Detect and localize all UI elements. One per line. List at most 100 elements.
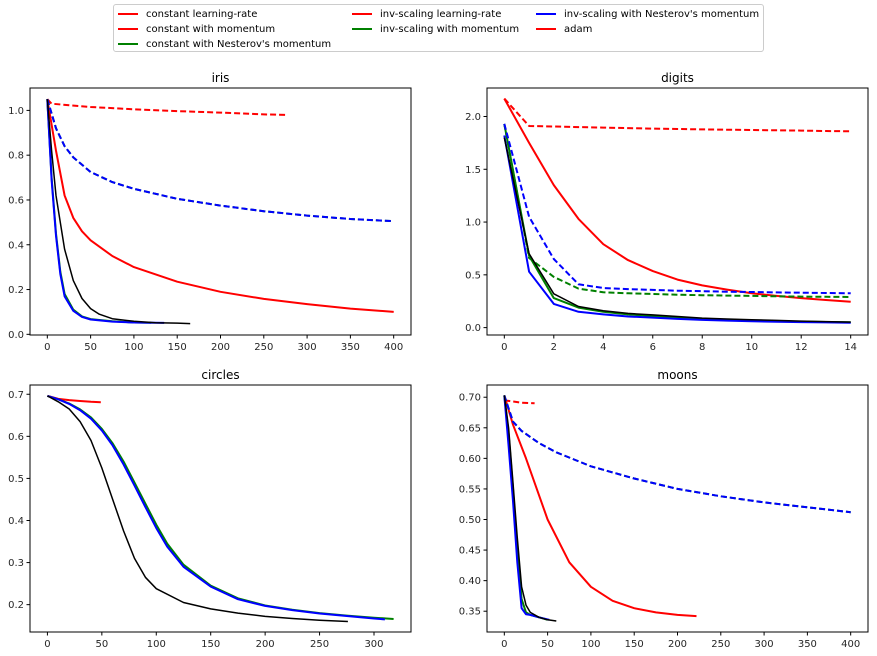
- x-tick-label: 250: [254, 342, 273, 353]
- y-tick-label: 0.2: [8, 285, 24, 296]
- subplot-iris: 0 50 100 150 200 250 300 350 400 0.0 0.2 0.4 0.6 0.8 1…: [8, 71, 412, 353]
- series-line-inv-scaling-learning-rate: [503, 97, 851, 133]
- legend-item: constant learning-rate: [118, 7, 257, 21]
- subplot-title: moons: [657, 368, 697, 382]
- legend-item: inv-scaling learning-rate: [352, 7, 501, 21]
- y-tick-label: 2.0: [465, 112, 481, 123]
- y-tick-label: 0.0: [465, 323, 481, 334]
- legend-label: adam: [564, 23, 593, 35]
- x-tick-label: 100: [124, 342, 143, 353]
- y-tick-label: 0.45: [459, 546, 481, 557]
- x-tick-label: 250: [711, 639, 730, 650]
- y-tick-label: 0.55: [459, 484, 481, 495]
- x-tick-label: 50: [541, 639, 554, 650]
- x-tick-label: 0: [44, 342, 50, 353]
- axes-frame: [29, 87, 412, 336]
- x-tick-label: 100: [581, 639, 600, 650]
- series-line-constant-with-momentum: [503, 395, 548, 621]
- x-tick-label: 350: [798, 639, 817, 650]
- x-tick-label: 100: [147, 639, 166, 650]
- series-line-constant-with-nesterov-s-momentum: [503, 135, 851, 324]
- x-tick-label: 150: [625, 639, 644, 650]
- series-line-constant-with-nesterov-s-momentum: [47, 394, 385, 621]
- x-tick-label: 6: [650, 342, 656, 353]
- x-tick-label: 10: [745, 342, 758, 353]
- subplot-circles: 0 50 100 150 200 250 300 0.2 0.3 0.4 0.5 0.6 0.7 circ…: [8, 368, 412, 650]
- series-line-adam: [46, 99, 191, 325]
- legend-swatch: [118, 28, 138, 30]
- y-tick-label: 0.6: [8, 195, 24, 206]
- x-tick-label: 0: [44, 639, 50, 650]
- x-tick-label: 400: [841, 639, 860, 650]
- x-tick-label: 350: [341, 342, 360, 353]
- x-tick-label: 200: [256, 639, 275, 650]
- subplot-title: iris: [212, 71, 230, 85]
- y-tick-label: 1.0: [8, 106, 24, 117]
- y-tick-label: 0.70: [459, 393, 481, 404]
- x-tick-label: 14: [844, 342, 857, 353]
- x-tick-label: 8: [699, 342, 705, 353]
- series-line-inv-scaling-with-momentum: [503, 395, 851, 514]
- series-group: [503, 97, 851, 324]
- x-tick-label: 0: [501, 639, 507, 650]
- x-tick-label: 400: [384, 342, 403, 353]
- series-line-adam: [503, 395, 557, 622]
- x-tick-label: 300: [755, 639, 774, 650]
- x-tick-label: 50: [95, 639, 108, 650]
- series-line-inv-scaling-with-nesterov-s-momentum: [503, 395, 851, 514]
- x-tick-label: 250: [310, 639, 329, 650]
- series-group: [46, 98, 394, 325]
- y-tick-label: 0.3: [8, 558, 24, 569]
- legend-label: inv-scaling with Nesterov's momentum: [564, 8, 760, 20]
- x-tick-label: 150: [168, 342, 187, 353]
- y-tick-label: 0.0: [8, 330, 24, 341]
- y-tick-label: 0.65: [459, 423, 481, 434]
- series-line-adam: [503, 137, 851, 323]
- legend-label: inv-scaling learning-rate: [380, 8, 502, 20]
- x-tick-label: 50: [84, 342, 97, 353]
- series-group: [503, 395, 851, 622]
- series-line-inv-scaling-with-nesterov-s-momentum: [46, 98, 394, 223]
- series-line-inv-scaling-with-momentum: [46, 98, 394, 223]
- legend-swatch: [352, 28, 372, 30]
- legend-item: inv-scaling with momentum: [352, 22, 519, 36]
- y-tick-label: 0.5: [8, 474, 24, 485]
- legend-swatch: [118, 43, 138, 45]
- series-group: [47, 394, 394, 623]
- subplot-title: circles: [201, 368, 239, 382]
- legend-item: constant with Nesterov's momentum: [118, 37, 331, 51]
- legend-label: inv-scaling with momentum: [380, 23, 520, 35]
- series-line-inv-scaling-with-momentum: [503, 123, 851, 298]
- legend: constant learning-rate constant with mom…: [113, 4, 764, 52]
- y-tick-label: 0.35: [459, 607, 481, 618]
- legend-label: constant learning-rate: [146, 8, 258, 20]
- legend-label: constant with Nesterov's momentum: [146, 38, 332, 50]
- series-line-inv-scaling-with-nesterov-s-momentum: [503, 123, 851, 295]
- subplot-title: digits: [661, 71, 694, 85]
- x-tick-label: 200: [211, 342, 230, 353]
- y-tick-label: 0.40: [459, 576, 481, 587]
- legend-item: adam: [536, 22, 592, 36]
- legend-item: inv-scaling with Nesterov's momentum: [536, 7, 759, 21]
- x-tick-label: 200: [668, 639, 687, 650]
- y-tick-label: 0.60: [459, 454, 481, 465]
- x-tick-label: 300: [364, 639, 383, 650]
- x-tick-label: 4: [600, 342, 606, 353]
- y-tick-label: 0.8: [8, 151, 24, 162]
- axes-frame: [29, 384, 412, 633]
- legend-swatch: [536, 28, 556, 30]
- y-tick-label: 0.5: [465, 270, 481, 281]
- series-line-inv-scaling-learning-rate: [46, 98, 286, 116]
- series-line-adam: [47, 395, 348, 623]
- y-tick-label: 0.7: [8, 390, 24, 401]
- y-tick-label: 0.4: [8, 240, 24, 251]
- y-tick-label: 1.0: [465, 218, 481, 229]
- x-tick-label: 2: [551, 342, 557, 353]
- subplot-moons: 0 50 100 150 200 250 300 350 400 0.35 0.40 0.45 0.50…: [459, 368, 869, 650]
- subplot-digits: 0 2 4 6 8 10 12 14 0.0 0.5 1.0 1.5 2.0 digits: [465, 71, 869, 353]
- series-line-constant-learning-rate: [503, 395, 697, 618]
- y-tick-label: 1.5: [465, 165, 481, 176]
- x-tick-label: 0: [501, 342, 507, 353]
- axes-frame: [486, 87, 869, 336]
